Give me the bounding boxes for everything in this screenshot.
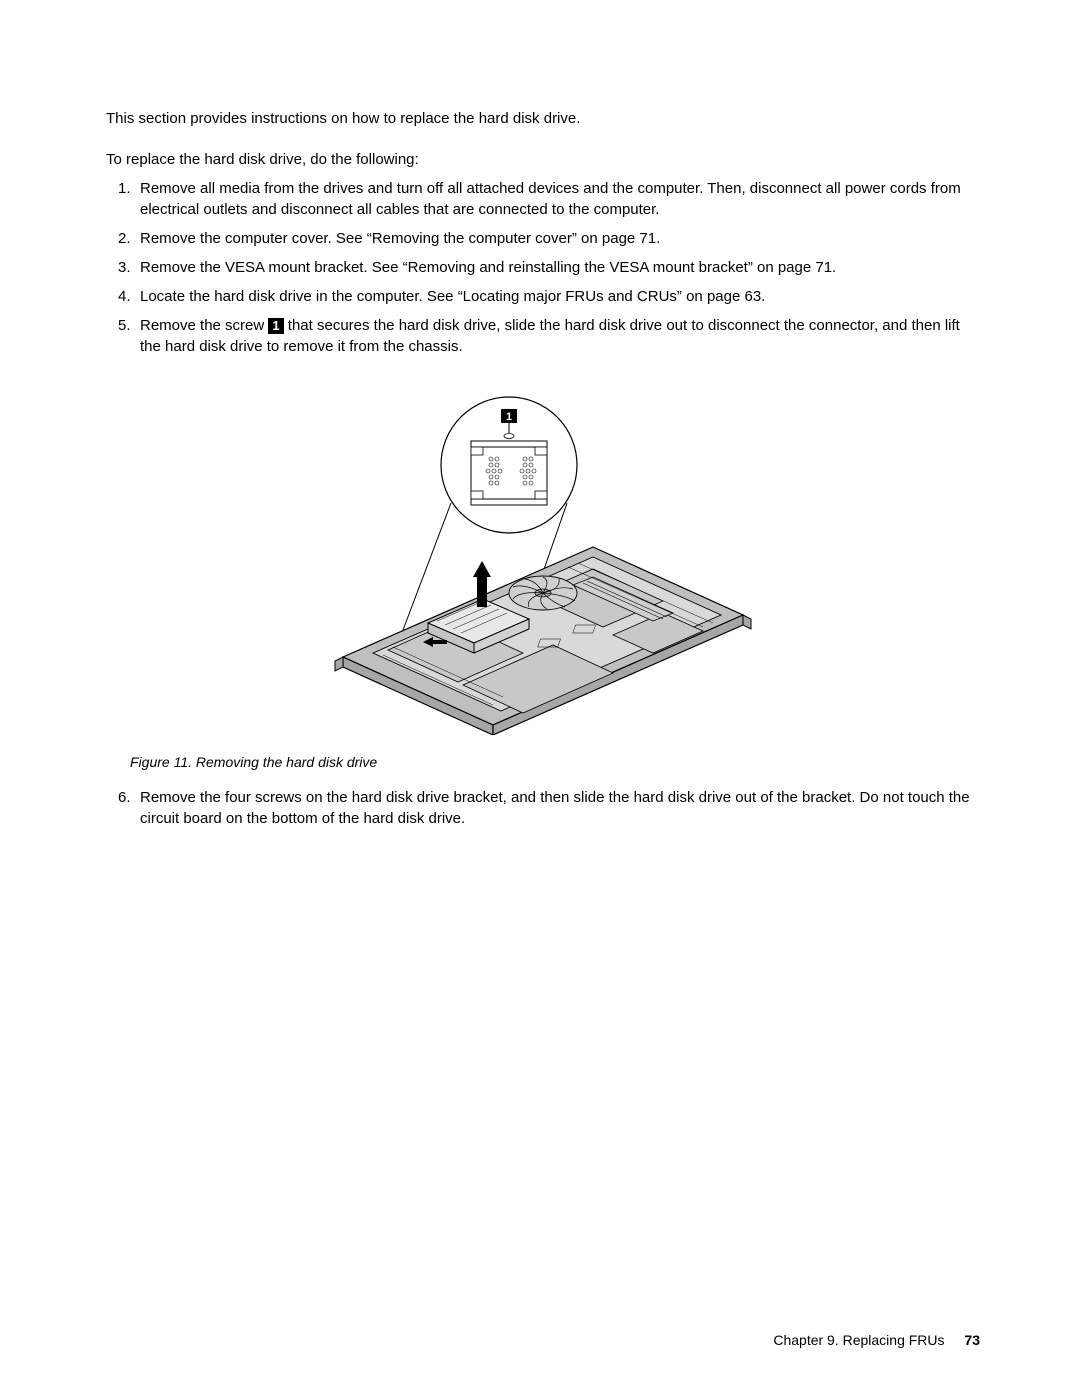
step-4: Locate the hard disk drive in the comput… <box>140 286 980 307</box>
footer-page-number: 73 <box>964 1332 980 1348</box>
steps-list-continued: Remove the four screws on the hard disk … <box>106 787 980 829</box>
figure-caption: Figure 11. Removing the hard disk drive <box>130 753 980 773</box>
step-6: Remove the four screws on the hard disk … <box>140 787 980 829</box>
figure-11: 1 <box>106 385 980 773</box>
steps-list: Remove all media from the drives and tur… <box>106 178 980 357</box>
page-footer: Chapter 9. Replacing FRUs 73 <box>773 1331 980 1351</box>
step-2: Remove the computer cover. See “Removing… <box>140 228 980 249</box>
step-1: Remove all media from the drives and tur… <box>140 178 980 220</box>
footer-chapter: Chapter 9. Replacing FRUs <box>773 1332 944 1348</box>
step-3: Remove the VESA mount bracket. See “Remo… <box>140 257 980 278</box>
callout-badge-1: 1 <box>268 318 283 334</box>
step-5-text-a: Remove the screw <box>140 317 268 334</box>
figure-callout-1: 1 <box>506 411 512 423</box>
hard-disk-drive-diagram: 1 <box>333 385 753 735</box>
intro-paragraph: This section provides instructions on ho… <box>106 108 980 129</box>
step-5: Remove the screw 1 that secures the hard… <box>140 315 980 357</box>
lead-paragraph: To replace the hard disk drive, do the f… <box>106 149 980 170</box>
